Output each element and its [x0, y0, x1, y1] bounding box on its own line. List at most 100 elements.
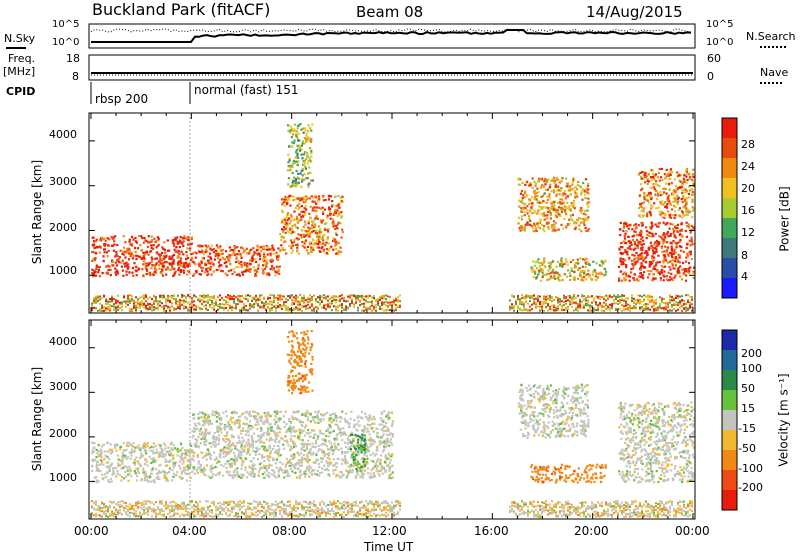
power-cell [326, 238, 329, 241]
power-cell [327, 198, 330, 201]
velocity-cell [152, 457, 155, 460]
power-cell [291, 249, 294, 252]
power-cell [297, 301, 299, 304]
power-cell [205, 267, 208, 271]
power-cell [239, 252, 242, 255]
power-cell [649, 191, 652, 195]
power-cell [128, 240, 131, 243]
power-cell [515, 299, 517, 302]
power-cell [220, 264, 223, 267]
power-cell [528, 223, 531, 226]
velocity-cell [370, 438, 374, 441]
power-cell [625, 264, 628, 267]
power-cell [149, 308, 151, 310]
velocity-cell [176, 447, 179, 450]
power-cell [599, 298, 601, 301]
power-cell [141, 268, 144, 271]
power-cell [312, 221, 315, 224]
power-cell [138, 256, 141, 259]
power-cell [304, 140, 308, 143]
velocity-cell [336, 432, 339, 436]
velocity-cell [120, 479, 123, 482]
power-cell [309, 216, 312, 220]
power-cell [525, 294, 527, 297]
power-cell [395, 298, 397, 301]
power-cell [558, 193, 561, 196]
power-cell [653, 202, 656, 205]
power-cell [599, 303, 601, 306]
power-cell [559, 274, 562, 277]
power-cell [197, 250, 201, 253]
power-cell [280, 235, 283, 238]
power-cell [666, 246, 669, 249]
power-cell [177, 303, 179, 306]
power-cell [133, 300, 135, 303]
power-cell [219, 303, 221, 305]
power-cell [198, 262, 201, 265]
velocity-cell [275, 476, 278, 479]
power-cell [150, 235, 153, 238]
power-cell [245, 247, 248, 250]
power-cell [647, 247, 650, 250]
power-cell [683, 180, 686, 183]
power-cell [317, 306, 319, 309]
power-cell [335, 204, 338, 207]
power-cell [557, 305, 559, 308]
power-cell [680, 245, 683, 249]
power-cell [307, 124, 310, 127]
power-cell [257, 267, 260, 270]
power-cell [666, 197, 669, 200]
velocity-cell [139, 447, 142, 450]
power-cell [137, 306, 139, 309]
power-cell [101, 304, 103, 307]
power-cell [611, 303, 613, 306]
power-cell [311, 200, 314, 203]
power-cell [241, 300, 243, 303]
power-cell [293, 308, 295, 310]
power-cell [215, 252, 218, 256]
power-cell [281, 202, 284, 205]
power-cell [221, 256, 224, 259]
velocity-cell [236, 442, 239, 445]
power-cell [261, 301, 263, 304]
power-cell [193, 308, 195, 311]
power-cell [578, 224, 581, 227]
power-cell [543, 212, 546, 215]
velocity-cell [109, 477, 113, 481]
power-cell [248, 252, 251, 255]
power-cell [582, 182, 585, 185]
power-cell [681, 200, 684, 204]
power-cell [646, 276, 650, 279]
power-cell [200, 245, 204, 248]
power-cell [579, 300, 581, 303]
power-cell [205, 294, 207, 297]
power-cell [155, 301, 157, 303]
power-cell [664, 245, 667, 248]
power-cell [586, 260, 589, 263]
power-cell [337, 211, 341, 214]
power-cell [296, 124, 300, 127]
power-cell [595, 262, 598, 265]
velocity-cell [347, 470, 350, 474]
power-cell [179, 301, 181, 303]
power-cell [269, 252, 272, 255]
power-cell [667, 174, 670, 177]
power-cell [571, 183, 574, 186]
power-cell [335, 243, 338, 246]
velocity-cell [97, 469, 100, 472]
power-cell [275, 255, 278, 258]
power-cell [122, 246, 125, 249]
power-cell [259, 306, 261, 309]
power-cell [673, 216, 676, 219]
power-cell [209, 268, 212, 271]
velocity-cell [181, 458, 184, 461]
power-cell [554, 183, 557, 186]
power-cell [563, 209, 567, 212]
power-cell [597, 304, 599, 307]
power-cell [530, 268, 533, 271]
power-cell [337, 204, 340, 207]
power-cell [199, 307, 201, 309]
power-cell [692, 168, 695, 171]
power-cell [691, 200, 694, 203]
power-cell [283, 218, 286, 221]
